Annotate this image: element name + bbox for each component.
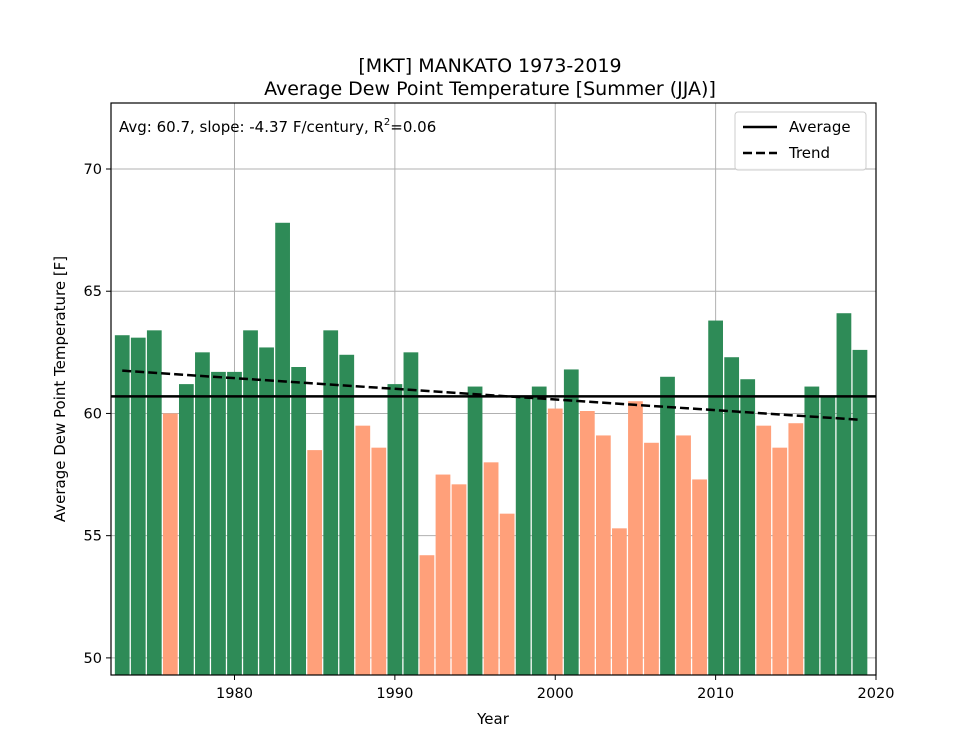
- bar-1978: [195, 352, 210, 675]
- bar-2009: [692, 479, 707, 675]
- axis-ticks: 1980 1990 2000 2010 2020 50 55 60 65 70: [84, 162, 895, 702]
- bar-2012: [740, 379, 756, 675]
- bar-2007: [660, 376, 675, 675]
- bar-1973: [114, 335, 130, 675]
- stats-annotation: Avg: 60.7, slope: -4.37 F/century, R2=0.…: [119, 117, 436, 136]
- bar-1986: [323, 330, 339, 675]
- bar-2005: [628, 401, 643, 675]
- bar-1990: [387, 384, 403, 675]
- bar-2015: [788, 423, 804, 675]
- bar-1992: [419, 555, 435, 675]
- bar-2001: [563, 369, 579, 675]
- bar-1988: [355, 425, 371, 675]
- y-tick-label: 55: [84, 529, 102, 545]
- bar-1987: [339, 354, 355, 675]
- bar-2003: [595, 435, 611, 675]
- bars: [114, 222, 868, 675]
- stats-annotation-text: Avg: 60.7, slope: -4.37 F/century, R: [119, 118, 384, 136]
- y-tick-label: 50: [84, 651, 102, 667]
- bar-2006: [644, 442, 659, 675]
- plot-frame: [110, 102, 877, 676]
- x-tick-label: 1980: [216, 686, 253, 702]
- bar-2011: [724, 357, 740, 675]
- bar-1997: [499, 513, 515, 675]
- bar-2017: [820, 396, 836, 675]
- bar-2013: [756, 425, 772, 675]
- x-tick-label: 1990: [376, 686, 413, 702]
- bar-1994: [451, 484, 467, 675]
- bar-1989: [371, 447, 387, 675]
- bar-1991: [403, 352, 419, 675]
- bar-1985: [307, 450, 323, 675]
- x-tick-label: 2010: [697, 686, 734, 702]
- bar-1980: [227, 371, 242, 675]
- bar-2014: [772, 447, 788, 675]
- bar-2016: [804, 386, 820, 675]
- stats-annotation-superscript: 2: [384, 117, 390, 128]
- bar-2010: [708, 320, 723, 675]
- y-tick-label: 60: [84, 406, 102, 422]
- legend: Average Trend: [734, 111, 867, 171]
- bar-1995: [467, 386, 483, 675]
- legend-trend-label: Trend: [788, 144, 830, 162]
- bar-1983: [275, 222, 290, 675]
- y-tick-label: 70: [84, 162, 102, 178]
- bar-2004: [612, 528, 627, 675]
- bar-1977: [179, 384, 194, 675]
- bar-1979: [211, 371, 226, 675]
- reference-lines: [111, 369, 876, 422]
- bar-1996: [483, 462, 499, 675]
- x-axis-title: Year: [476, 710, 510, 728]
- trend-line: [122, 369, 861, 422]
- stats-annotation-suffix: =0.06: [390, 118, 436, 136]
- x-tick-label: 2020: [858, 686, 895, 702]
- bar-1984: [291, 367, 307, 675]
- bar-1993: [435, 474, 451, 675]
- bar-2002: [579, 411, 595, 675]
- legend-average-label: Average: [789, 118, 851, 136]
- bar-1982: [259, 347, 274, 675]
- bar-2008: [676, 435, 691, 675]
- y-axis-title: Average Dew Point Temperature [F]: [51, 256, 69, 522]
- x-tick-label: 2000: [537, 686, 574, 702]
- bar-2000: [547, 408, 563, 675]
- chart-title-line-1: [MKT] MANKATO 1973-2019: [358, 55, 621, 77]
- chart-title-line-2: Average Dew Point Temperature [Summer (J…: [264, 78, 716, 100]
- bar-1975: [146, 330, 162, 675]
- bar-1976: [162, 413, 178, 675]
- bar-1974: [130, 337, 146, 675]
- bar-1999: [531, 386, 547, 675]
- bar-2018: [836, 313, 852, 675]
- bar-2019: [852, 349, 868, 675]
- bar-1981: [243, 330, 258, 675]
- y-tick-label: 65: [84, 284, 102, 300]
- bar-1998: [515, 396, 531, 675]
